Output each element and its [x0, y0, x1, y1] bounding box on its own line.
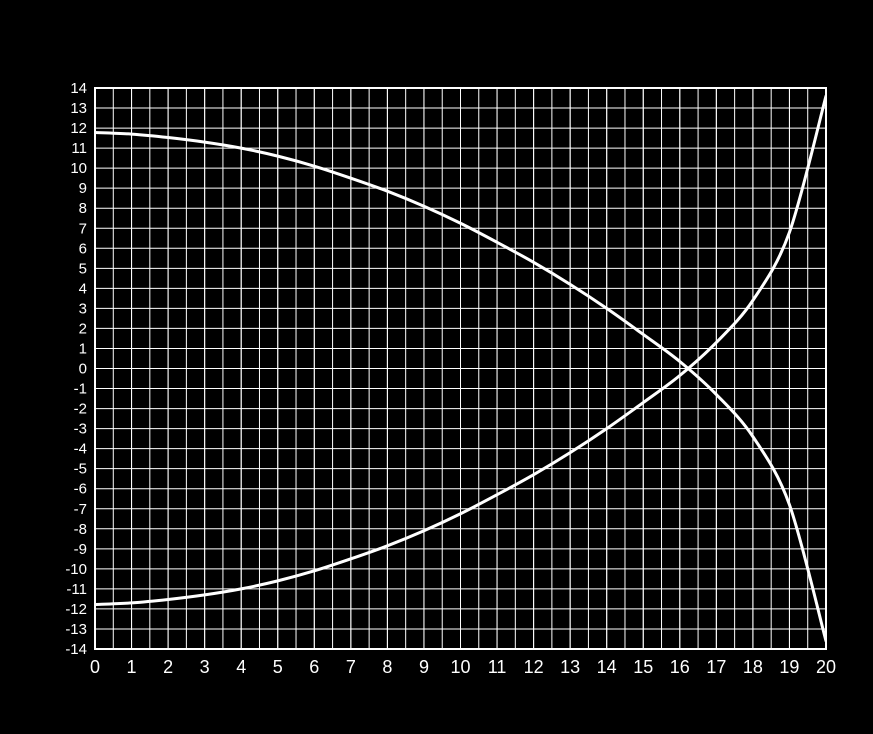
svg-text:10: 10	[70, 160, 87, 177]
x-tick-labels: 01234567891011121314151617181920	[90, 657, 836, 677]
svg-text:7: 7	[79, 220, 87, 237]
svg-text:4: 4	[79, 280, 87, 297]
svg-text:13: 13	[560, 657, 580, 677]
svg-text:-2: -2	[74, 401, 87, 418]
svg-text:11: 11	[71, 140, 87, 157]
svg-text:15: 15	[633, 657, 653, 677]
svg-text:12: 12	[70, 120, 87, 137]
svg-text:2: 2	[163, 657, 173, 677]
svg-text:-9: -9	[74, 541, 87, 558]
svg-text:9: 9	[79, 180, 87, 197]
svg-text:5: 5	[273, 657, 283, 677]
svg-text:-1: -1	[74, 381, 87, 398]
svg-text:6: 6	[309, 657, 319, 677]
svg-text:5: 5	[79, 260, 87, 277]
svg-text:-5: -5	[74, 461, 87, 478]
svg-text:14: 14	[70, 80, 87, 97]
svg-text:-14: -14	[65, 641, 87, 658]
svg-text:19: 19	[779, 657, 799, 677]
svg-text:20: 20	[816, 657, 836, 677]
svg-text:11: 11	[488, 657, 507, 677]
svg-text:-4: -4	[74, 441, 87, 458]
svg-text:-6: -6	[74, 481, 87, 498]
svg-text:12: 12	[524, 657, 544, 677]
svg-text:3: 3	[200, 657, 210, 677]
svg-text:18: 18	[743, 657, 763, 677]
svg-text:-10: -10	[65, 561, 87, 578]
svg-text:8: 8	[79, 200, 87, 217]
svg-text:-7: -7	[74, 501, 87, 518]
svg-text:1: 1	[79, 340, 87, 357]
svg-text:4: 4	[236, 657, 246, 677]
svg-text:17: 17	[706, 657, 726, 677]
svg-text:10: 10	[450, 657, 470, 677]
svg-text:3: 3	[79, 300, 87, 317]
svg-text:-13: -13	[65, 621, 87, 638]
svg-text:0: 0	[79, 361, 87, 378]
svg-text:6: 6	[79, 240, 87, 257]
svg-text:-12: -12	[65, 601, 87, 618]
svg-text:1: 1	[127, 657, 137, 677]
svg-text:9: 9	[419, 657, 429, 677]
svg-text:2: 2	[79, 320, 87, 337]
svg-text:0: 0	[90, 657, 100, 677]
svg-text:7: 7	[346, 657, 356, 677]
chart-svg: 0123456789101112131415161718192014131211…	[0, 0, 873, 734]
svg-text:16: 16	[670, 657, 690, 677]
svg-text:13: 13	[70, 100, 87, 117]
svg-text:14: 14	[597, 657, 617, 677]
svg-text:-11: -11	[66, 581, 87, 598]
svg-text:-8: -8	[74, 521, 87, 538]
svg-text:-3: -3	[74, 421, 87, 438]
svg-text:8: 8	[382, 657, 392, 677]
